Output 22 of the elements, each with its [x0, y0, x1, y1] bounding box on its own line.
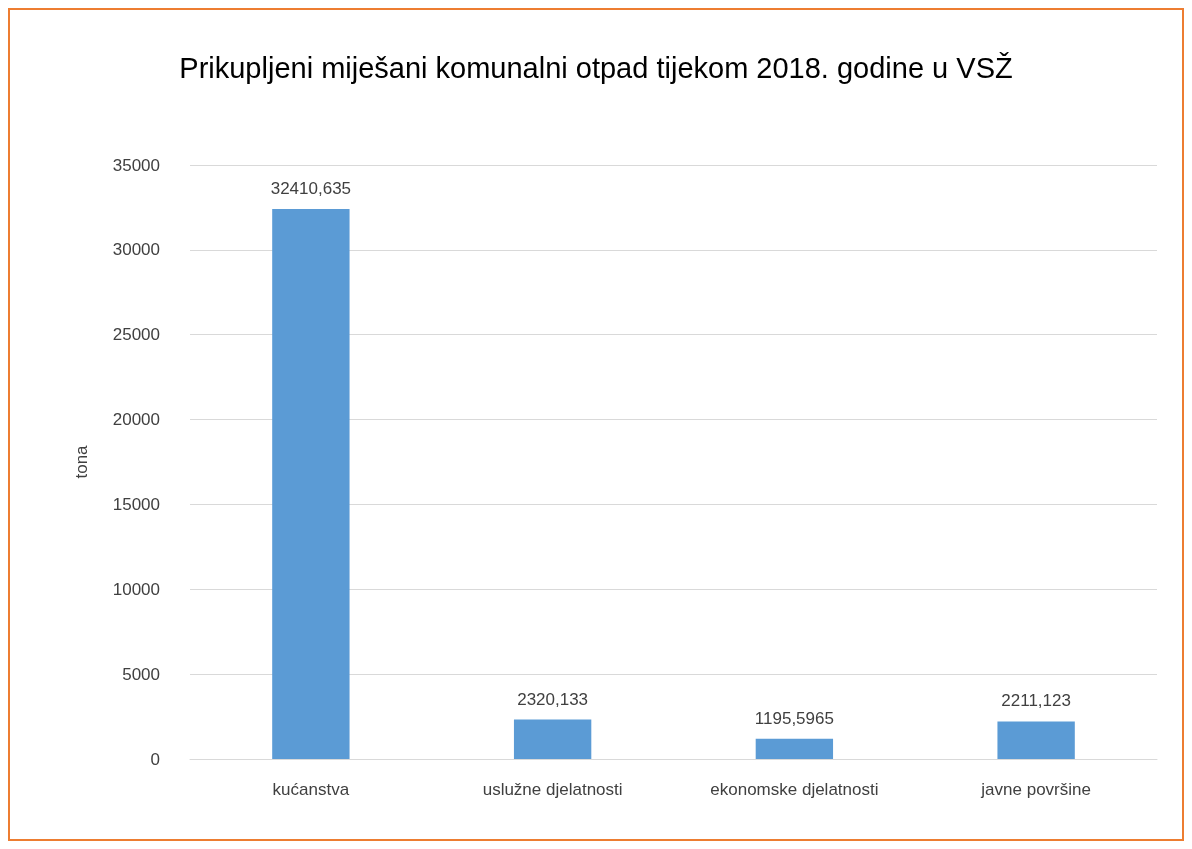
- x-tick-label: kućanstva: [272, 780, 350, 799]
- y-tick-label: 20000: [112, 410, 160, 430]
- data-label: 1195,5965: [754, 708, 834, 728]
- x-tick-label: javne površine: [980, 780, 1091, 799]
- y-tick-label: 30000: [112, 240, 160, 260]
- bar: [513, 719, 592, 759]
- bar: [755, 738, 834, 759]
- data-label: 32410,635: [270, 178, 352, 198]
- x-tick-label: ekonomske djelatnosti: [710, 780, 879, 799]
- data-label: 2320,133: [517, 689, 589, 709]
- data-label: 2211,123: [1001, 691, 1071, 711]
- chart-title: Prikupljeni miješani komunalni otpad tijekom 2018. godine u VSŽ: [179, 52, 1013, 84]
- y-tick-label: 15000: [112, 494, 160, 514]
- y-tick-label: 0: [150, 749, 160, 769]
- y-tick-label: 5000: [122, 664, 160, 684]
- y-tick-label: 25000: [112, 325, 160, 345]
- bar: [997, 721, 1075, 759]
- x-tick-label: uslužne djelatnosti: [482, 780, 623, 799]
- y-tick-label: 10000: [112, 579, 160, 599]
- bar: [272, 208, 350, 759]
- y-tick-label: 35000: [112, 155, 160, 175]
- y-axis-title: tona: [72, 444, 91, 479]
